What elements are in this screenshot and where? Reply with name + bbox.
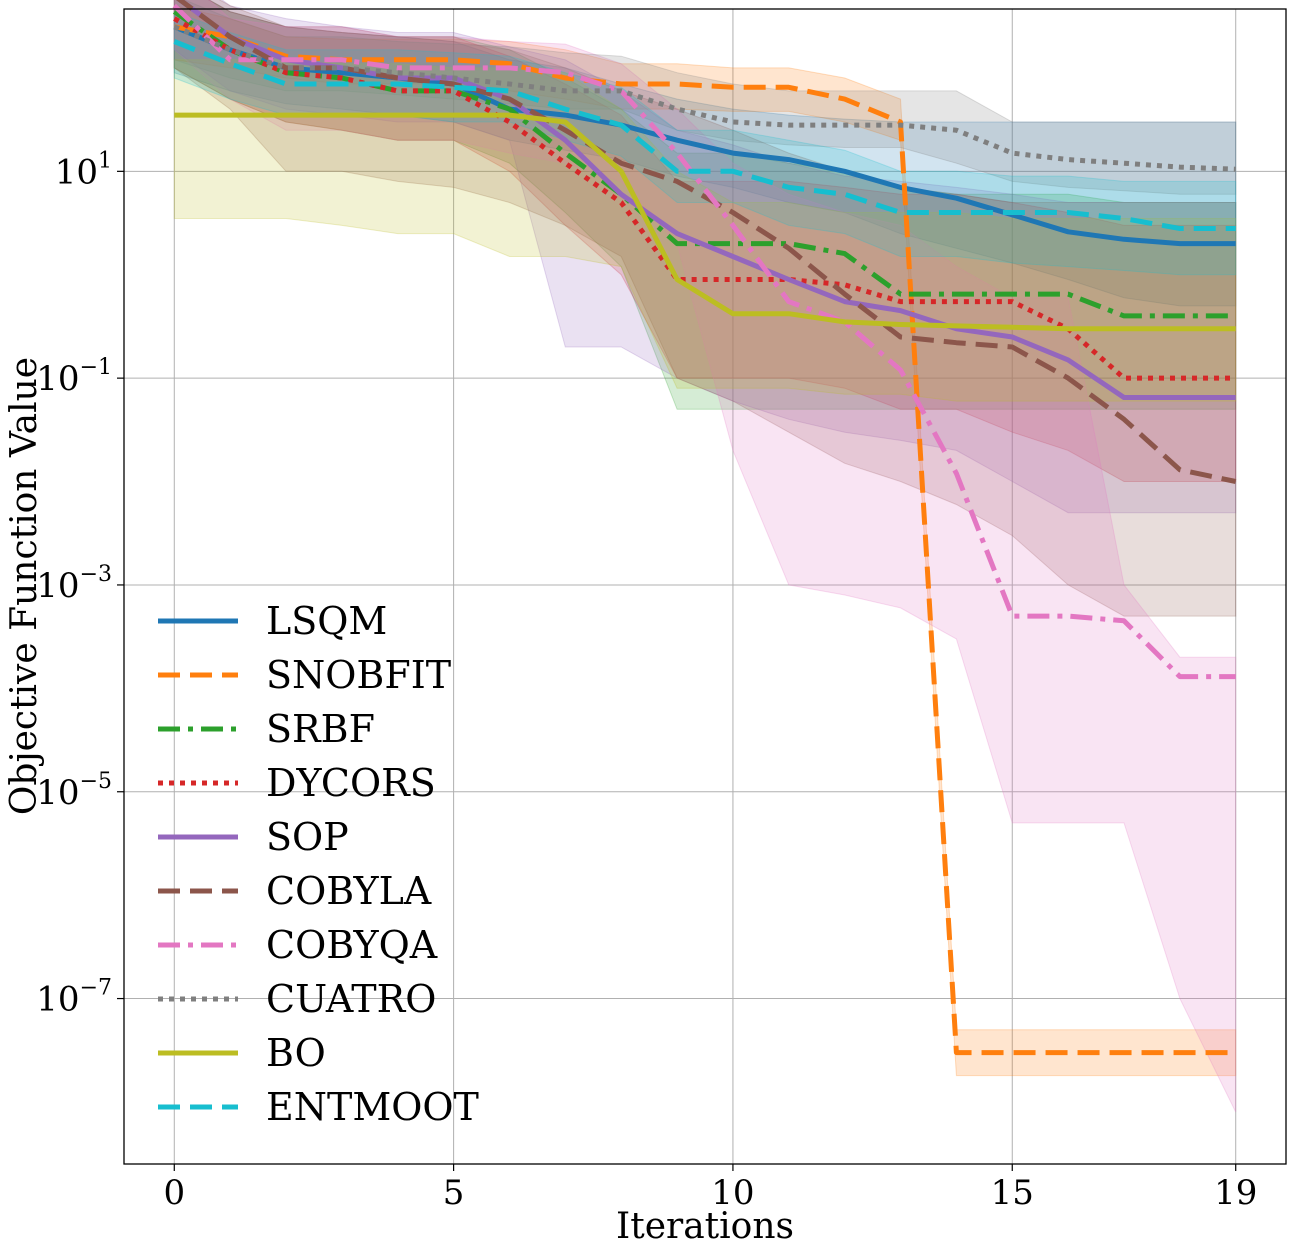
legend-label-bo: BO	[266, 1031, 326, 1075]
y-tick-base: 10	[36, 566, 79, 606]
y-tick-base: 10	[36, 980, 79, 1020]
legend-label-entmoot: ENTMOOT	[266, 1085, 479, 1129]
series-lines	[172, 0, 1237, 1056]
legend-label-srbf: SRBF	[266, 707, 375, 751]
legend: LSQM SNOBFIT SRBF DYCORS SOP COBYLA COBYQA CUAT…	[158, 599, 479, 1129]
y-tick-exponent: −5	[80, 769, 112, 794]
y-tick-label: 10−5	[36, 769, 112, 813]
y-tick-label: 10−1	[36, 355, 112, 399]
x-axis-ticks: 0 5 10 15 19	[163, 1164, 1257, 1213]
x-tick-label: 0	[163, 1173, 185, 1213]
y-tick-base: 10	[36, 773, 79, 813]
x-tick-label: 15	[991, 1173, 1034, 1213]
band-sop	[173, 0, 1237, 514]
band-cobyla	[173, 0, 1237, 617]
legend-label-lsqm: LSQM	[266, 599, 387, 643]
line-cobyqa	[172, 3, 1236, 680]
line-cobyla	[175, 0, 1237, 484]
legend-label-dycors: DYCORS	[266, 761, 436, 805]
y-tick-exponent: −7	[80, 976, 112, 1001]
legend-label-cuatro: CUATRO	[266, 977, 436, 1021]
legend-label-snobfit: SNOBFIT	[266, 653, 451, 697]
y-tick-exponent: −3	[80, 562, 112, 587]
legend-label-cobyla: COBYLA	[266, 869, 432, 913]
x-tick-label: 5	[443, 1173, 465, 1213]
legend-label-cobyqa: COBYQA	[266, 923, 438, 967]
y-axis-ticks: 10310110−110−310−510−7	[36, 148, 124, 1020]
y-axis-label: Objective Function Value	[4, 357, 45, 815]
x-tick-label: 10	[711, 1173, 754, 1213]
line-dycors	[173, 16, 1236, 381]
plot-frame	[123, 8, 1287, 1165]
plot-background	[124, 9, 1286, 1164]
y-tick-base: 10	[36, 359, 79, 399]
legend-label-sop: SOP	[266, 815, 349, 859]
y-tick-base: 10	[55, 152, 98, 192]
line-cuatro	[173, 24, 1236, 172]
x-tick-label: 19	[1214, 1173, 1257, 1213]
band-srbf	[173, 0, 1237, 410]
line-lsqm	[173, 24, 1236, 247]
y-tick-exponent: 1	[98, 148, 112, 173]
y-tick-label: 101	[55, 148, 112, 192]
line-snobfit	[173, 24, 1236, 1056]
line-bo	[174, 112, 1236, 332]
x-axis-label: Iterations	[616, 1206, 794, 1247]
band-cobyqa	[173, 0, 1237, 1113]
line-entmoot	[173, 39, 1236, 231]
y-tick-label: 10−7	[36, 976, 112, 1020]
y-tick-exponent: −1	[80, 355, 112, 380]
y-tick-label: 10−3	[36, 562, 112, 606]
